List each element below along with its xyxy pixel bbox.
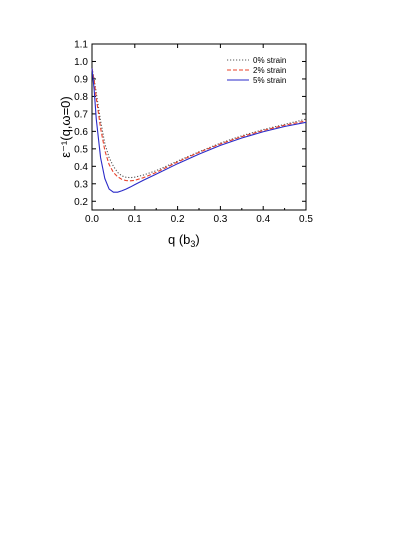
x-axis-title-sub: 3 — [190, 239, 195, 249]
y-axis-ticks: 0.2 0.3 0.4 0.5 0.6 0.7 0.8 0.9 1.0 1.1 — [74, 40, 306, 208]
x-tick-label: 0.1 — [128, 214, 142, 225]
y-tick-label: 0.8 — [74, 92, 88, 103]
y-tick-label: 0.5 — [74, 144, 88, 155]
legend-label: 0% strain — [253, 56, 286, 65]
legend-label: 5% strain — [253, 76, 286, 85]
x-tick-label: 0.3 — [213, 214, 227, 225]
y-axis-title: ε⁻¹(q,ω=0) — [58, 96, 73, 157]
series-line-2-strain — [91, 68, 307, 182]
x-axis-title: q (b3) — [168, 232, 200, 249]
y-tick-label: 0.3 — [74, 179, 88, 190]
series-layer — [91, 68, 307, 193]
y-tick-label: 0.9 — [74, 74, 88, 85]
x-tick-label: 0.2 — [171, 214, 185, 225]
x-axis-title-main: q (b — [168, 232, 190, 247]
y-tick-label: 0.4 — [74, 162, 88, 173]
y-tick-label: 1.1 — [74, 40, 88, 51]
y-tick-label: 0.6 — [74, 127, 88, 138]
y-tick-label: 0.2 — [74, 197, 88, 208]
x-axis-ticks: 0.0 0.1 0.2 0.3 0.4 0.5 — [85, 44, 313, 225]
x-tick-label: 0.5 — [299, 214, 313, 225]
legend-label: 2% strain — [253, 66, 286, 75]
x-axis-title-close: ) — [195, 232, 199, 247]
y-tick-label: 1.0 — [74, 57, 88, 68]
x-tick-label: 0.0 — [85, 214, 99, 225]
series-line-0-strain — [91, 68, 307, 179]
y-tick-label: 0.7 — [74, 109, 88, 120]
series-line-5-strain — [91, 68, 307, 193]
x-tick-label: 0.4 — [256, 214, 270, 225]
